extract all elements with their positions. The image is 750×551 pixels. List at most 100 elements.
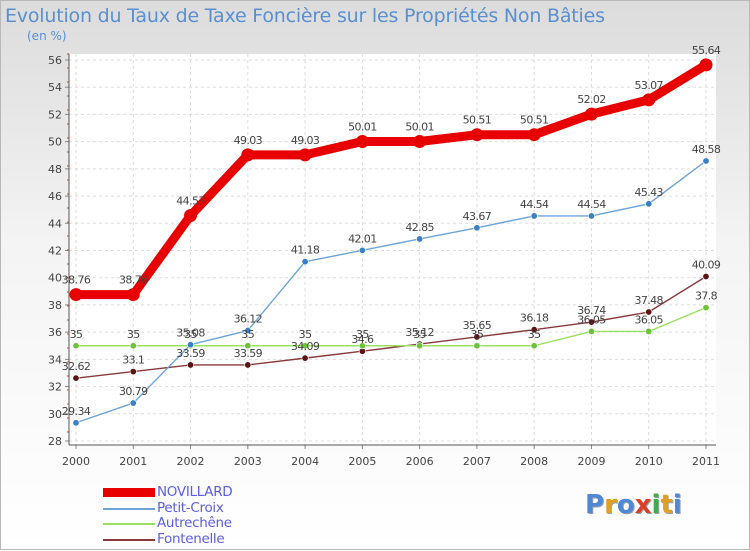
logo-letter: x [634,490,652,520]
y-tick-label: 36 [48,326,62,339]
data-point [301,342,309,350]
data-point [187,341,195,349]
data-point [527,128,541,142]
y-tick-label: 52 [48,108,62,121]
legend-label-fontenelle: Fontenelle [157,530,225,547]
data-label: 30.79 [119,385,148,398]
data-label: 38.76 [62,274,91,287]
y-axis-unit: (en %) [27,29,67,43]
series-line-petit-croix [75,160,707,424]
data-point [358,246,366,254]
data-point [702,304,710,312]
data-label: 44.54 [577,198,606,211]
data-label: 50.51 [463,114,492,127]
data-label: 53.07 [634,79,663,92]
x-tick-label: 2002 [177,455,205,468]
y-tick-label: 28 [48,435,62,448]
y-tick-label: 42 [48,245,62,258]
data-point [129,399,137,407]
data-point [298,148,312,162]
data-point [301,354,309,362]
data-point [416,342,424,350]
x-tick-label: 2009 [577,455,605,468]
data-label: 36.18 [520,312,549,325]
data-point [355,135,369,149]
chart-title: Evolution du Taux de Taxe Foncière sur l… [5,5,605,27]
y-tick-label: 38 [48,299,62,312]
data-label: 43.67 [463,210,492,223]
data-point [358,342,366,350]
data-point [587,327,595,335]
data-point [473,342,481,350]
data-label: 35 [356,328,369,341]
data-point [301,258,309,266]
data-point [642,93,656,107]
data-label: 35.12 [405,326,434,339]
data-point [645,308,653,316]
data-label: 37.48 [634,294,663,307]
data-label: 44.54 [520,198,549,211]
data-label: 35.65 [463,319,492,332]
data-point [244,361,252,369]
data-label: 48.58 [692,143,721,156]
data-point [702,272,710,280]
data-point [530,326,538,334]
legend-label-autrechene: Autrechêne [157,515,232,531]
x-tick-label: 2003 [234,455,262,468]
y-tick-label: 44 [48,217,62,230]
data-point [129,368,137,376]
data-point [241,148,255,162]
data-label: 35 [413,328,426,341]
series-line-fontenelle [75,275,707,379]
data-point [473,333,481,341]
data-point [413,135,427,149]
data-point [244,327,252,335]
data-label: 50.51 [520,114,549,127]
logo-letter: o [616,490,635,520]
data-point [72,374,80,382]
data-label: 42.85 [405,221,434,234]
data-label: 35.08 [176,327,205,340]
data-label: 37.8 [695,290,718,303]
data-label: 36.12 [234,313,263,326]
legend-label-petit-croix: Petit-Croix [157,499,224,516]
data-label: 49.03 [234,134,263,147]
data-point [584,107,598,121]
data-label: 52.02 [577,93,606,106]
data-point [587,212,595,220]
x-tick-label: 2004 [291,455,319,468]
data-label: 33.59 [176,347,205,360]
data-point [587,318,595,326]
plot-area [69,54,716,445]
data-label: 49.03 [291,134,320,147]
data-label: 41.18 [291,244,320,257]
data-label: 42.01 [348,232,377,245]
series-line-novillard [71,60,711,300]
logo-letter: i [672,490,682,520]
data-label: 50.01 [348,121,377,134]
y-tick-label: 40 [48,272,62,285]
data-label: 33.59 [234,347,263,360]
data-point [129,342,137,350]
data-label: 34.6 [351,333,374,346]
data-point [645,200,653,208]
data-point [69,288,83,302]
y-tick-label: 30 [48,408,62,421]
data-label: 29.34 [62,405,91,418]
data-label: 35 [241,328,254,341]
y-tick-label: 50 [48,136,62,149]
logo-letter: P [585,490,605,520]
legend-swatch-fontenelle [103,538,155,541]
data-point [184,209,198,223]
data-label: 38.76 [119,274,148,287]
data-label: 33.1 [122,354,144,367]
data-label: 35 [127,328,140,341]
legend-swatch-autrechene [103,523,155,525]
y-tick-label: 54 [48,81,62,94]
x-tick-label: 2000 [62,455,90,468]
data-label: 35 [528,328,541,341]
data-label: 44.57 [176,195,205,208]
logo-letter: t [660,490,673,520]
